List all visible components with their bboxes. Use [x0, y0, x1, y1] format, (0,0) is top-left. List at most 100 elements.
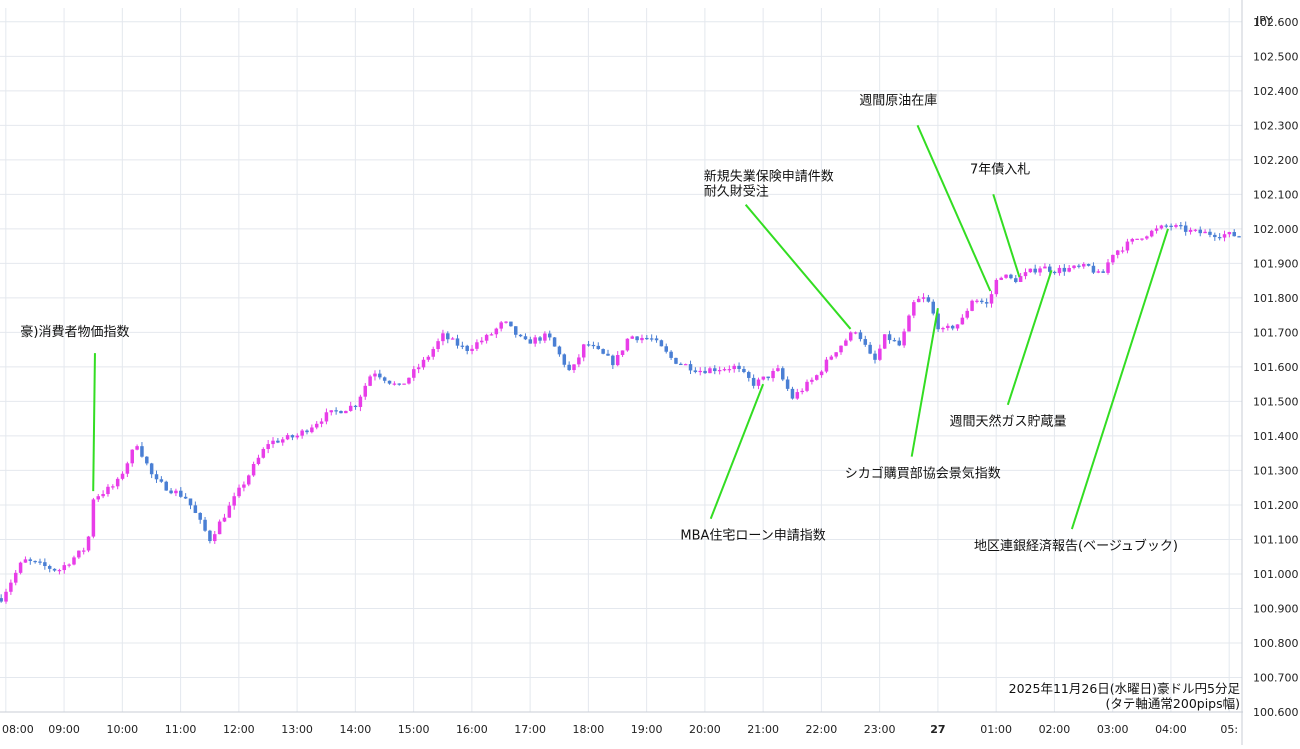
candle-body [470, 348, 474, 351]
candle-body [1217, 237, 1222, 239]
candle-body [421, 359, 426, 368]
candle-body [897, 340, 902, 346]
x-tick-label: 17:00 [514, 723, 546, 736]
y-tick-label: 101.500 [1253, 395, 1299, 408]
candle-body [271, 440, 275, 445]
candle-body [1048, 266, 1052, 272]
candle-body [290, 435, 295, 438]
candle-body [319, 421, 324, 424]
candle-body [1009, 274, 1013, 279]
annotation-line [92, 353, 96, 492]
candle-body [1145, 236, 1149, 239]
candle-body [484, 334, 489, 341]
candle-body [314, 423, 319, 428]
candle-body [81, 550, 86, 552]
y-tick-label: 101.800 [1253, 292, 1299, 305]
candle-body [232, 496, 236, 506]
candle-body [1043, 266, 1047, 269]
candle-body [251, 463, 256, 476]
candle-body [285, 435, 290, 440]
candle-body [436, 341, 440, 350]
candle-body [611, 355, 615, 366]
y-tick-label: 102.000 [1253, 223, 1299, 236]
candle-body [1203, 231, 1207, 234]
x-tick-label: 18:00 [573, 723, 605, 736]
candle-body [829, 356, 834, 360]
y-tick-label: 101.100 [1253, 533, 1299, 546]
currency-label: JPY [1255, 14, 1273, 27]
y-tick-label: 100.800 [1253, 637, 1299, 650]
annotation-line [1070, 228, 1169, 530]
candle-body [552, 337, 557, 347]
candle-body [1232, 232, 1236, 237]
candle-body [960, 317, 965, 325]
candle-body [91, 499, 96, 537]
candle-body [882, 334, 887, 349]
annotation-label: 週間天然ガス貯蔵量 [950, 414, 1067, 430]
x-tick-label: 21:00 [747, 723, 779, 736]
candle-body [1014, 278, 1018, 282]
candle-body [28, 559, 33, 561]
candle-body [975, 300, 979, 302]
candle-body [994, 279, 999, 295]
candle-body [1149, 230, 1154, 237]
candle-body [339, 410, 343, 414]
candle-body [814, 375, 819, 380]
candle-body [353, 405, 358, 408]
candle-body [790, 388, 795, 399]
y-tick-label: 101.000 [1253, 568, 1299, 581]
candle-body [13, 572, 18, 583]
candle-body [368, 376, 372, 386]
candle-body [1072, 265, 1076, 269]
candle-body [839, 345, 843, 353]
candle-body [528, 339, 533, 344]
candle-body [358, 396, 363, 408]
candle-body [1159, 225, 1164, 229]
candle-body [1077, 265, 1081, 267]
candle-body [77, 550, 81, 558]
candle-body [916, 298, 921, 303]
candle-body [140, 446, 144, 457]
candle-body [509, 321, 513, 327]
candle-body [640, 337, 644, 341]
candle-body [402, 383, 406, 385]
candle-body [1164, 225, 1169, 227]
candle-body [547, 333, 552, 338]
candle-body [198, 512, 202, 520]
candle-body [703, 370, 707, 374]
x-tick-label: 09:00 [48, 723, 80, 736]
candle-body [217, 521, 222, 535]
candle-body [921, 297, 926, 299]
candle-body [1213, 234, 1217, 238]
x-tick-label: 04:00 [1155, 723, 1187, 736]
candle-body [344, 410, 348, 414]
candle-body [1086, 264, 1091, 266]
candle-body [193, 505, 198, 513]
candle-body [1193, 229, 1198, 231]
candle-body [373, 373, 377, 377]
candle-body [504, 321, 508, 323]
candle-body [751, 377, 756, 386]
candle-body [795, 392, 800, 399]
candle-body [577, 357, 581, 365]
candle-body [154, 474, 159, 480]
candle-body [135, 446, 139, 450]
candle-body [965, 310, 969, 318]
candle-body [1081, 264, 1086, 267]
candle-body [654, 338, 659, 341]
annotation-line [744, 204, 852, 330]
candle-body [1140, 238, 1144, 240]
candle-body [771, 370, 775, 379]
candle-body [465, 345, 469, 351]
candle-body [43, 562, 47, 567]
candle-body [1028, 268, 1033, 273]
candle-body [261, 448, 266, 458]
candle-body [1222, 234, 1227, 238]
candle-body [892, 340, 897, 342]
candle-body [848, 332, 853, 341]
candle-body [101, 494, 105, 497]
annotation-label: シカゴ購買部協会景気指数 [845, 465, 1001, 481]
candle-body [810, 379, 814, 382]
y-tick-label: 100.700 [1253, 671, 1299, 684]
